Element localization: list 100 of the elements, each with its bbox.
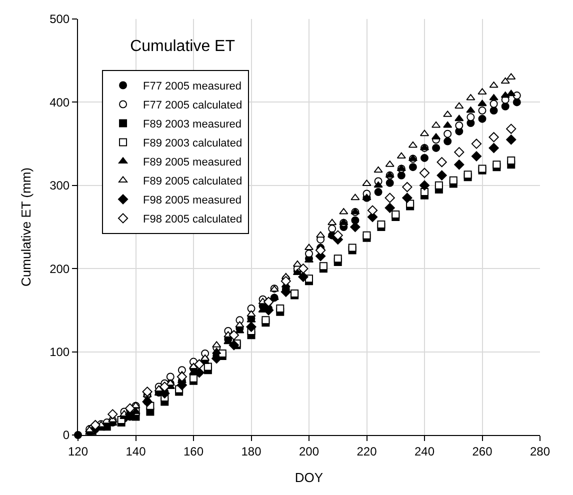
point [500, 77, 510, 84]
x-tick-label: 220 [356, 444, 378, 458]
point [402, 182, 412, 192]
y-tick-label: 300 [50, 178, 70, 193]
point [304, 244, 314, 250]
point [397, 171, 406, 180]
point [280, 276, 291, 286]
point [419, 180, 430, 190]
point [402, 192, 412, 203]
point [108, 409, 118, 420]
point [298, 264, 308, 274]
x-tick-label: 280 [530, 444, 550, 458]
point [190, 374, 198, 382]
point [124, 403, 136, 414]
x-tick-label: 160 [183, 444, 204, 458]
point [362, 231, 371, 240]
point [454, 160, 464, 170]
y-axis-title: Cumulative ET (mm) [18, 168, 34, 286]
point [228, 330, 239, 340]
legend-label: F89 2003 measured [143, 118, 242, 131]
point [246, 322, 256, 332]
point [262, 316, 270, 324]
point [212, 348, 222, 354]
y-tick-label: 400 [50, 95, 70, 110]
point [478, 114, 486, 123]
point [408, 141, 418, 148]
y-tick-label: 200 [50, 262, 70, 276]
point [246, 310, 256, 317]
y-tick-label: 0 [62, 428, 70, 442]
x-tick-label: 120 [68, 444, 88, 458]
point [334, 254, 342, 263]
point [350, 194, 360, 200]
point [247, 304, 256, 313]
point [488, 132, 499, 142]
point [408, 163, 417, 172]
x-tick-label: 240 [414, 444, 435, 458]
point [374, 166, 383, 173]
point [432, 144, 440, 152]
point [420, 154, 428, 162]
point [384, 202, 395, 213]
legend-label: F77 2005 calculated [143, 100, 242, 112]
point [492, 160, 501, 169]
point [419, 168, 430, 178]
point [490, 100, 498, 108]
legend-label: F98 2005 calculated [143, 214, 242, 226]
point [471, 151, 482, 162]
point [464, 170, 472, 179]
point [90, 420, 100, 430]
y-tick-label: 100 [50, 345, 70, 359]
point [478, 106, 486, 115]
point [434, 181, 443, 190]
point [506, 90, 516, 96]
point [436, 157, 447, 168]
point [348, 244, 356, 252]
point [436, 170, 447, 180]
point [454, 102, 464, 109]
point [292, 260, 302, 267]
point [200, 354, 210, 361]
point [176, 372, 187, 382]
point [471, 138, 482, 149]
point [142, 386, 152, 397]
point [449, 176, 458, 184]
legend-label: F89 2003 calculated [143, 138, 242, 150]
x-tick-label: 140 [126, 444, 146, 458]
point [454, 147, 464, 158]
legend-label: F89 2005 measured [143, 156, 242, 169]
point [384, 192, 395, 203]
point [204, 362, 212, 371]
x-tick-label: 260 [472, 444, 493, 458]
point [316, 231, 326, 238]
point [454, 114, 464, 122]
point [367, 205, 378, 216]
legend-label: F98 2005 measured [143, 194, 242, 207]
point [228, 340, 239, 350]
point [188, 362, 198, 370]
point [490, 106, 498, 115]
point [160, 382, 170, 392]
x-tick-label: 180 [241, 444, 262, 458]
point [507, 156, 516, 164]
text: Cumulative ET [130, 38, 236, 55]
legend-label: F77 2005 measured [143, 80, 242, 93]
point [319, 262, 328, 270]
point [194, 359, 204, 370]
point [506, 124, 516, 134]
point [374, 181, 383, 188]
point [488, 142, 499, 154]
point [506, 134, 516, 145]
point [374, 188, 382, 196]
point [478, 100, 487, 106]
point [386, 178, 394, 187]
point [276, 304, 284, 313]
point [328, 218, 337, 226]
point [332, 230, 343, 240]
legend-label: F89 2005 calculated [143, 176, 242, 188]
x-tick-label: 200 [298, 444, 320, 458]
point [420, 130, 430, 136]
point [298, 272, 308, 282]
point [377, 220, 386, 228]
x-axis-title: DOY [294, 470, 324, 485]
point [392, 210, 400, 219]
